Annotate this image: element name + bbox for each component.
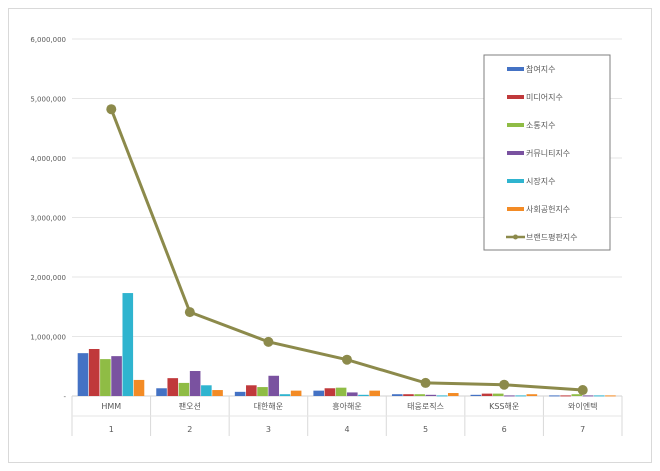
bar-5-3: [369, 390, 380, 396]
x-category-label: 와이엔텍: [568, 401, 597, 411]
y-tick-label: 6,000,000: [30, 36, 66, 44]
bar-2-6: [571, 394, 583, 396]
x-category-label: 태웅로직스: [407, 401, 444, 411]
y-tick-label: 1,000,000: [30, 334, 66, 342]
x-category-label: 팬오션: [179, 401, 201, 411]
x-rank-label: 1: [109, 425, 114, 434]
x-rank-label: 5: [423, 425, 428, 434]
y-tick-label: 5,000,000: [30, 96, 66, 104]
bar-0-2: [234, 391, 246, 396]
bar-3-6: [582, 395, 594, 397]
line-point-6: [577, 385, 588, 396]
y-tick-label: 4,000,000: [30, 155, 66, 163]
legend-label-3: 커뮤니티지수: [526, 148, 570, 158]
line-point-4: [420, 377, 431, 388]
bar-3-3: [347, 392, 358, 396]
x-rank-label: 2: [187, 425, 192, 434]
bar-4-2: [279, 394, 291, 396]
bar-0-4: [391, 394, 403, 396]
bar-3-1: [189, 371, 201, 396]
bar-1-4: [403, 394, 414, 396]
line-point-2: [263, 336, 274, 347]
bar-3-2: [268, 375, 280, 396]
bar-0-3: [313, 390, 324, 396]
legend-swatch-2: [507, 123, 524, 127]
bar-5-2: [290, 390, 302, 396]
legend-label-4: 시장지수: [526, 176, 555, 186]
x-category-label: KSS해운: [489, 401, 519, 411]
legend-box: [483, 54, 611, 251]
line-point-5: [499, 379, 510, 390]
bar-1-0: [88, 348, 100, 396]
bar-2-2: [257, 387, 268, 396]
line-point-0: [106, 104, 117, 115]
y-tick-label: -: [63, 393, 66, 401]
bar-0-1: [156, 388, 167, 396]
bar-5-6: [605, 395, 616, 397]
bar-0-6: [549, 395, 560, 397]
legend-label-2: 소통지수: [526, 121, 555, 130]
bar-2-0: [100, 359, 111, 396]
bar-4-0: [122, 293, 134, 396]
line-point-1: [184, 307, 195, 318]
bar-2-3: [335, 387, 347, 396]
legend-swatch-0: [507, 67, 524, 71]
bar-3-0: [111, 356, 122, 396]
bar-5-0: [133, 379, 145, 396]
bar-4-6: [593, 395, 605, 397]
x-rank-label: 4: [344, 425, 349, 434]
y-tick-label: 3,000,000: [30, 215, 66, 223]
x-rank-label: 3: [266, 425, 271, 434]
line-point-3: [342, 354, 352, 365]
x-rank-label: 7: [580, 425, 585, 434]
legend-label-0: 참여지수: [526, 64, 555, 74]
legend-swatch-1: [507, 95, 524, 99]
bar-4-3: [358, 394, 369, 396]
bar-0-5: [470, 394, 482, 396]
bar-2-4: [414, 394, 425, 396]
legend-label-5: 사회공헌지수: [526, 205, 570, 214]
legend-swatch-4: [507, 179, 524, 183]
x-category-label: 흥아해운: [332, 401, 361, 411]
legend-label-6: 브랜드평판지수: [526, 232, 578, 242]
bar-5-5: [526, 394, 538, 396]
bar-1-6: [560, 395, 571, 397]
x-category-label: HMM: [101, 402, 121, 411]
chart-frame: [8, 8, 652, 463]
y-tick-label: 2,000,000: [30, 274, 66, 282]
legend-swatch-5: [507, 207, 524, 211]
legend-label-1: 미디어지수: [526, 92, 563, 102]
bar-5-1: [212, 390, 223, 396]
bar-0-0: [77, 353, 89, 396]
bar-3-4: [425, 394, 437, 396]
bar-1-5: [481, 393, 493, 396]
bar-4-1: [201, 385, 212, 396]
bar-1-1: [167, 378, 179, 396]
bar-1-2: [246, 385, 257, 396]
bar-4-5: [515, 395, 526, 397]
bar-4-4: [436, 395, 448, 397]
x-category-label: 대한해운: [254, 401, 283, 411]
x-rank-label: 6: [502, 425, 507, 434]
bar-3-5: [504, 395, 515, 397]
bar-2-1: [178, 382, 190, 396]
legend-marker: [513, 234, 518, 240]
bar-5-4: [447, 393, 459, 396]
bar-1-3: [324, 388, 336, 396]
bar-2-5: [492, 393, 504, 396]
legend-swatch-3: [507, 151, 524, 155]
